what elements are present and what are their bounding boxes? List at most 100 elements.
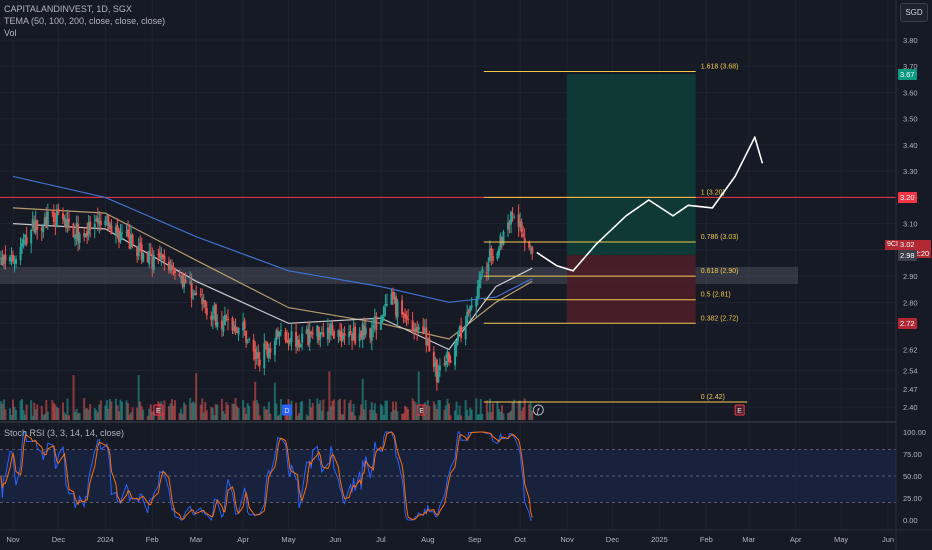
volume-bar	[295, 402, 298, 420]
x-tick-label: Feb	[146, 535, 159, 544]
volume-bar	[296, 415, 299, 420]
candle-body	[522, 233, 525, 237]
candle-body	[529, 248, 532, 250]
volume-bar	[284, 412, 287, 420]
volume-bar	[216, 404, 219, 420]
candle-body	[363, 325, 366, 336]
volume-bar	[140, 406, 143, 420]
candle-body	[438, 365, 441, 371]
candle-body	[119, 232, 122, 242]
candle-body	[4, 254, 7, 261]
volume-bar	[42, 415, 45, 420]
candle-body	[210, 315, 213, 320]
volume-bar	[385, 400, 388, 420]
candle-body	[301, 333, 304, 343]
candle-body	[320, 332, 323, 334]
volume-bar	[148, 408, 151, 420]
candle-body	[146, 252, 149, 263]
volume-bar	[511, 401, 514, 420]
volume-bar	[404, 405, 407, 420]
candles[interactable]	[0, 203, 534, 391]
candle-body	[117, 230, 120, 243]
candle-body	[246, 341, 249, 343]
symbol-legend[interactable]: CAPITALANDINVEST, 1D, SGX	[4, 4, 132, 14]
volume-bar	[34, 409, 37, 420]
candle-body	[502, 231, 505, 245]
candle-body	[128, 234, 131, 249]
volume-bar	[142, 409, 145, 420]
volume-bar	[470, 409, 473, 420]
volume-bar	[15, 410, 18, 420]
candle-body	[479, 274, 482, 281]
rsi-tick-label: 100.00	[903, 428, 926, 437]
volume-bar	[263, 406, 266, 420]
candle-body	[519, 221, 522, 227]
candle-body	[163, 255, 166, 262]
stoch-rsi-panel	[0, 431, 896, 522]
candle-body	[245, 330, 248, 343]
candle-body	[161, 254, 164, 258]
candle-body	[114, 226, 117, 237]
candle-body	[308, 332, 311, 343]
candle-body	[381, 315, 384, 322]
volume-bar	[390, 411, 393, 420]
volume-bar	[201, 398, 204, 420]
volume-bar	[264, 409, 267, 420]
volume-bar	[246, 403, 249, 420]
candle-body	[348, 332, 351, 338]
volume-bar	[222, 411, 225, 420]
candle-body	[199, 294, 202, 296]
y-tick-label: 3.70	[903, 62, 918, 71]
volume-bar	[269, 413, 272, 420]
candle-body	[10, 254, 13, 257]
tema-legend[interactable]: TEMA (50, 100, 200, close, close, close)	[4, 16, 166, 26]
stoch-k-line	[0, 431, 533, 522]
candle-body	[78, 233, 81, 244]
volume-bar	[107, 408, 110, 420]
volume-bar	[393, 409, 396, 420]
candle-body	[390, 293, 393, 305]
y-tick-label: 2.62	[903, 346, 918, 355]
candle-body	[422, 326, 425, 333]
stoch-rsi-legend[interactable]: Stoch RSI (3, 3, 14, 14, close)	[4, 428, 125, 438]
candle-body	[127, 229, 130, 237]
volume-bar	[481, 413, 484, 420]
candle-body	[485, 272, 488, 274]
fibonacci-levels[interactable]: 1.618 (3.68) 1 (3.20) 0.786 (3.03) 0.618 (2…	[483, 63, 748, 403]
stop-price-tag: 2.72	[898, 317, 917, 329]
volume-bar	[223, 413, 226, 420]
currency-button[interactable]: SGD	[900, 3, 928, 22]
fib-level-label: 0 (2.42)	[701, 394, 725, 401]
candle-body	[201, 297, 204, 305]
x-tick-label: Sep	[468, 535, 481, 544]
resistance-price-tag: 3.20	[898, 191, 917, 203]
y-tick-label: 2.47	[903, 385, 918, 394]
candle-body	[351, 333, 354, 341]
volume-bar	[381, 405, 384, 420]
current-price: 3.02	[900, 239, 915, 249]
volume-bar	[136, 407, 139, 420]
candle-body	[340, 332, 343, 341]
volume-bar	[443, 409, 446, 420]
volume-bar	[523, 398, 526, 420]
candle-body	[352, 328, 355, 340]
candle-body	[375, 316, 378, 330]
projection-path[interactable]	[536, 136, 764, 272]
candle-body	[140, 244, 143, 260]
volume-bar	[125, 400, 128, 420]
volume-legend[interactable]: Vol	[4, 28, 17, 38]
volume-bar	[225, 402, 228, 420]
volume-bar	[460, 415, 463, 420]
candle-body	[74, 236, 77, 240]
candle-body	[105, 217, 108, 219]
candle-body	[467, 310, 470, 314]
candle-body	[326, 327, 329, 340]
volume-bar	[520, 410, 523, 420]
candle-body	[361, 323, 364, 340]
candle-body	[401, 300, 404, 315]
candle-body	[296, 339, 299, 346]
candle-body	[317, 327, 320, 341]
volume-bar	[119, 399, 122, 420]
candle-body	[160, 255, 163, 260]
